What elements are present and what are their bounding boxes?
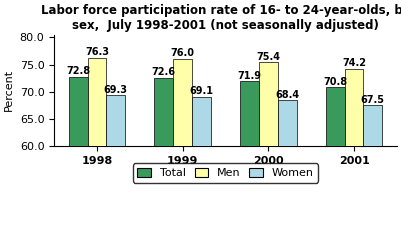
Text: 76.3: 76.3 — [85, 47, 109, 57]
Text: 76.0: 76.0 — [171, 49, 194, 59]
Bar — [326, 87, 344, 238]
Bar — [363, 105, 382, 238]
Text: 71.9: 71.9 — [237, 71, 261, 81]
Text: 69.1: 69.1 — [190, 86, 213, 96]
Legend: Total, Men, Women: Total, Men, Women — [133, 163, 318, 183]
Text: 74.2: 74.2 — [342, 58, 366, 68]
Bar — [240, 81, 259, 238]
Title: Labor force participation rate of 16- to 24-year-olds, by
sex,  July 1998-2001 (: Labor force participation rate of 16- to… — [41, 4, 401, 32]
Text: 75.4: 75.4 — [256, 52, 280, 62]
Bar — [69, 76, 87, 238]
Bar — [278, 100, 297, 238]
Bar — [259, 62, 278, 238]
Bar — [344, 69, 363, 238]
Bar — [106, 95, 125, 238]
Text: 72.8: 72.8 — [66, 66, 90, 76]
Bar — [87, 58, 106, 238]
Bar — [173, 59, 192, 238]
Text: 68.4: 68.4 — [275, 90, 299, 100]
Y-axis label: Percent: Percent — [4, 69, 14, 111]
Bar — [192, 97, 211, 238]
Text: 70.8: 70.8 — [323, 77, 347, 87]
Bar — [154, 78, 173, 238]
Text: 67.5: 67.5 — [361, 95, 385, 105]
Text: 72.6: 72.6 — [152, 67, 176, 77]
Text: 69.3: 69.3 — [104, 85, 128, 95]
